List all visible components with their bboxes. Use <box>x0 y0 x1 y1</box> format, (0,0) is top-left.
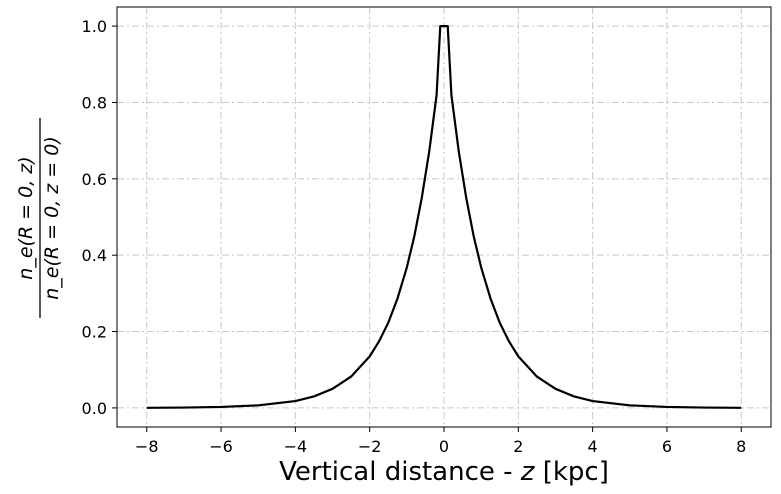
y-tick-label: 0.0 <box>82 399 107 418</box>
y-tick-label: 0.4 <box>82 246 107 265</box>
x-tick-label: −6 <box>209 437 233 456</box>
x-tick-label: 6 <box>662 437 672 456</box>
ticks: −8 −6 −4 −2 0 2 4 6 8 0.0 0.2 0.4 0.6 0.8 1.0 <box>82 17 747 456</box>
x-tick-label: 4 <box>588 437 598 456</box>
x-tick-label: 0 <box>439 437 449 456</box>
x-tick-label: 8 <box>736 437 746 456</box>
x-tick-label: −4 <box>284 437 308 456</box>
y-axis-label: n_e(R = 0, z) n_e(R = 0, z = 0) <box>15 118 63 318</box>
x-tick-label: −2 <box>358 437 382 456</box>
y-tick-label: 0.8 <box>82 93 107 112</box>
y-tick-label: 0.2 <box>82 323 107 342</box>
x-tick-label: 2 <box>513 437 523 456</box>
y-axis-label-numerator: n_e(R = 0, z) <box>15 156 37 279</box>
x-tick-label: −8 <box>135 437 159 456</box>
y-tick-label: 0.6 <box>82 170 107 189</box>
x-axis-label: Vertical distance - z [kpc] <box>279 457 609 487</box>
series-layer <box>146 24 742 409</box>
series-line <box>146 24 742 409</box>
y-axis-label-denominator: n_e(R = 0, z = 0) <box>41 136 63 300</box>
y-tick-label: 1.0 <box>82 17 107 36</box>
